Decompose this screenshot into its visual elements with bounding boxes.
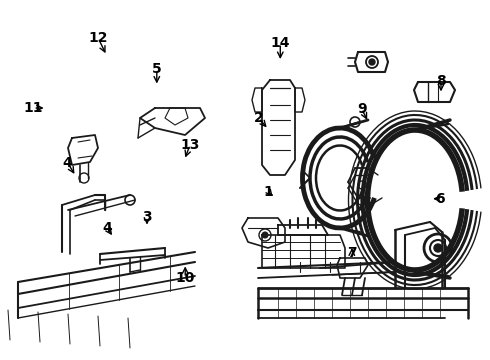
Text: 14: 14 [270, 36, 290, 50]
Circle shape [262, 232, 268, 238]
Text: 4: 4 [63, 156, 73, 170]
Text: 5: 5 [152, 62, 162, 76]
Text: 12: 12 [88, 31, 108, 45]
Text: 2: 2 [254, 111, 264, 125]
Text: 6: 6 [435, 192, 445, 206]
Text: 4: 4 [102, 221, 112, 234]
Text: 10: 10 [175, 271, 195, 285]
Text: 13: 13 [180, 138, 200, 152]
Text: 8: 8 [436, 74, 446, 88]
Text: 9: 9 [357, 102, 367, 116]
Circle shape [369, 59, 375, 65]
Text: 3: 3 [142, 210, 152, 224]
Text: 11: 11 [24, 101, 43, 115]
Text: 7: 7 [347, 246, 357, 260]
Text: 1: 1 [264, 185, 273, 198]
Circle shape [434, 244, 442, 252]
